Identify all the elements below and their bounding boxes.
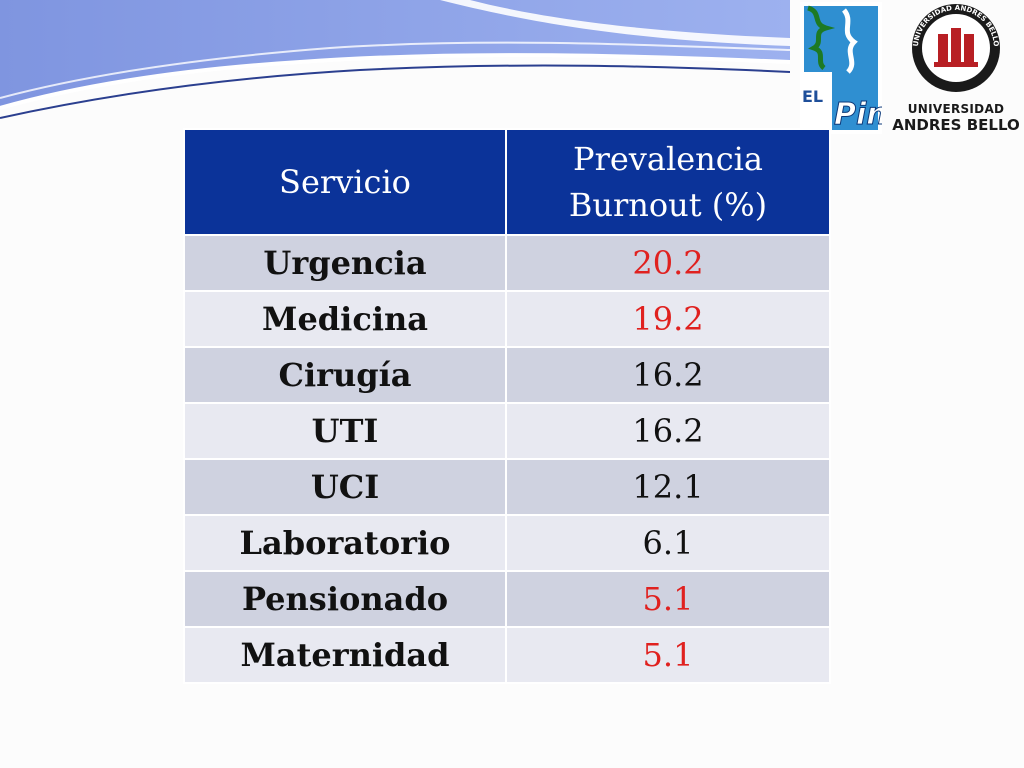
table-header-row: Servicio Prevalencia Burnout (%) (183, 128, 831, 236)
servicio-cell: UCI (183, 458, 507, 516)
table-body: Urgencia 20.2 Medicina 19.2 Cirugía 16.2 UTI 16… (183, 234, 831, 684)
prevalencia-cell: 20.2 (505, 234, 831, 292)
prevalencia-cell: 12.1 (505, 458, 831, 516)
header-prevalencia: Prevalencia Burnout (%) (505, 128, 831, 236)
table-row: UCI 12.1 (183, 458, 831, 516)
table-row: UTI 16.2 (183, 402, 831, 460)
table-row: Cirugía 16.2 (183, 346, 831, 404)
servicio-cell: Cirugía (183, 346, 507, 404)
table-row: Maternidad 5.1 (183, 626, 831, 684)
prevalencia-cell: 6.1 (505, 514, 831, 572)
burnout-prevalence-table: Servicio Prevalencia Burnout (%) Urgenci… (183, 128, 831, 684)
header-servicio: Servicio (183, 128, 507, 236)
el-pino-logo: EL Pino (800, 2, 882, 134)
unab-wordmark-line2: ANDRES BELLO (892, 116, 1020, 134)
servicio-cell: UTI (183, 402, 507, 460)
decorative-wave-banner (0, 0, 790, 119)
prevalencia-cell: 5.1 (505, 626, 831, 684)
el-pino-logo-text-el: EL (802, 87, 823, 106)
el-pino-logo-text-pino: Pino (834, 97, 882, 132)
servicio-cell: Laboratorio (183, 514, 507, 572)
prevalencia-cell: 5.1 (505, 570, 831, 628)
prevalencia-cell: 19.2 (505, 290, 831, 348)
unab-seal-logo: UNIVERSIDAD ANDRES BELLO (912, 4, 1000, 92)
prevalencia-cell: 16.2 (505, 346, 831, 404)
unab-wordmark-line1: UNIVERSIDAD (907, 102, 1005, 116)
table-row: Medicina 19.2 (183, 290, 831, 348)
table-row: Pensionado 5.1 (183, 570, 831, 628)
servicio-cell: Medicina (183, 290, 507, 348)
servicio-cell: Urgencia (183, 234, 507, 292)
unab-wordmark: UNIVERSIDAD ANDRES BELLO (888, 102, 1024, 134)
servicio-cell: Maternidad (183, 626, 507, 684)
servicio-cell: Pensionado (183, 570, 507, 628)
table-row: Laboratorio 6.1 (183, 514, 831, 572)
prevalencia-cell: 16.2 (505, 402, 831, 460)
table-row: Urgencia 20.2 (183, 234, 831, 292)
